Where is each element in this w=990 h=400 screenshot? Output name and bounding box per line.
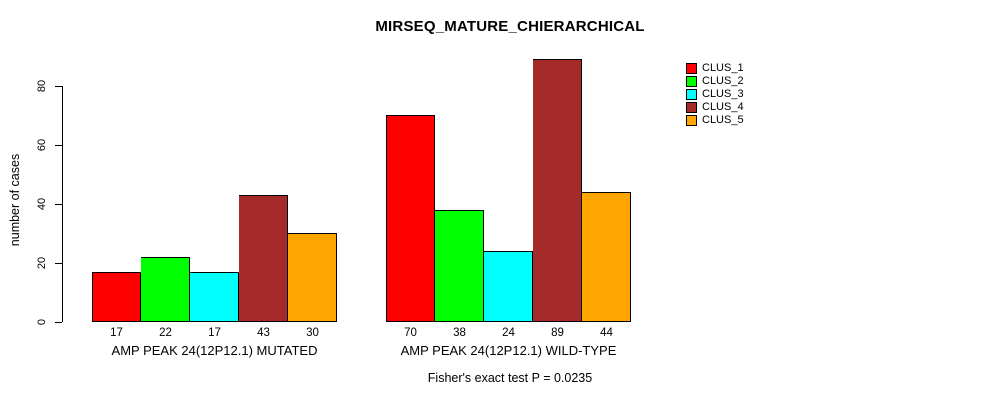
y-axis-line <box>62 86 63 322</box>
x-axis-category-label: AMP PEAK 24(12P12.1) MUTATED <box>111 343 318 358</box>
legend-color-swatch <box>686 115 697 126</box>
bar-clus_3-group2 <box>484 251 533 322</box>
legend-label: CLUS_5 <box>702 114 744 126</box>
bar-clus_5-group1 <box>288 233 337 322</box>
legend-label: CLUS_3 <box>702 88 744 100</box>
y-axis-tick <box>55 204 62 205</box>
legend-item-clus_1: CLUS_1 <box>686 62 744 75</box>
bar-value-label: 24 <box>502 327 515 339</box>
bar-clus_1-group2 <box>386 115 435 322</box>
y-axis-tick-label: 40 <box>36 197 48 211</box>
bar-value-label: 43 <box>257 327 270 339</box>
x-axis-category-label: AMP PEAK 24(12P12.1) WILD-TYPE <box>400 343 617 358</box>
legend-label: CLUS_4 <box>702 101 744 113</box>
y-axis-tick <box>55 145 62 146</box>
bar-value-label: 70 <box>404 327 417 339</box>
bar-clus_4-group2 <box>533 59 582 322</box>
bar-value-label: 17 <box>208 327 221 339</box>
y-axis-label: number of cases <box>8 153 22 247</box>
bar-value-label: 17 <box>110 327 123 339</box>
legend-color-swatch <box>686 89 697 100</box>
bar-value-label: 22 <box>159 327 172 339</box>
bar-value-label: 89 <box>551 327 564 339</box>
y-axis-tick-label: 20 <box>36 256 48 270</box>
bar-clus_4-group1 <box>239 195 288 322</box>
bar-clus_2-group2 <box>435 210 484 322</box>
legend-label: CLUS_2 <box>702 75 744 87</box>
bar-value-label: 38 <box>453 327 466 339</box>
legend-label: CLUS_1 <box>702 62 744 74</box>
annotation-fisher-test: Fisher's exact test P = 0.0235 <box>427 371 593 385</box>
y-axis-tick <box>55 263 62 264</box>
y-axis-tick <box>55 322 62 323</box>
bar-clus_2-group1 <box>141 257 190 322</box>
bar-clus_5-group2 <box>582 192 631 322</box>
legend-color-swatch <box>686 102 697 113</box>
bar-value-label: 44 <box>600 327 613 339</box>
y-axis-tick-label: 80 <box>36 79 48 93</box>
y-axis-tick-label: 0 <box>36 318 48 326</box>
bar-value-label: 30 <box>306 327 319 339</box>
y-axis-tick <box>55 86 62 87</box>
legend-item-clus_4: CLUS_4 <box>686 101 744 114</box>
legend-item-clus_2: CLUS_2 <box>686 75 744 88</box>
legend-item-clus_3: CLUS_3 <box>686 88 744 101</box>
bar-clus_3-group1 <box>190 272 239 322</box>
bar-clus_1-group1 <box>92 272 141 322</box>
legend-item-clus_5: CLUS_5 <box>686 114 744 127</box>
legend-color-swatch <box>686 76 697 87</box>
chart-title: MIRSEQ_MATURE_CHIERARCHICAL <box>375 18 645 35</box>
legend-color-swatch <box>686 63 697 74</box>
y-axis-tick-label: 60 <box>36 138 48 152</box>
